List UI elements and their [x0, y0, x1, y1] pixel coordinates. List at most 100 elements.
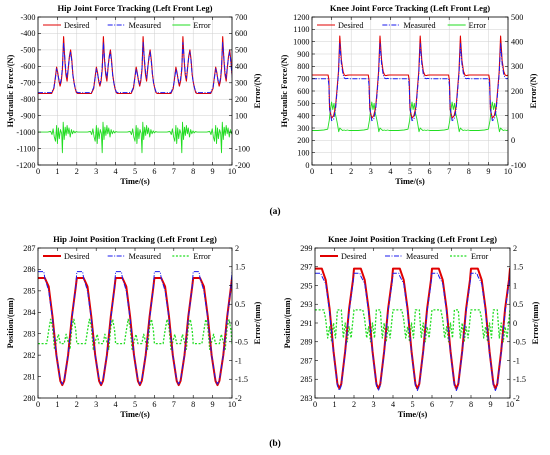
- x-tick-label: 9: [488, 400, 492, 409]
- x-axis-label: Time/(s): [120, 410, 150, 419]
- y-tick-label: -1200: [16, 161, 35, 170]
- series-measured-line: [315, 272, 510, 391]
- x-tick-label: 4: [388, 167, 392, 176]
- x-tick-label: 9: [486, 167, 490, 176]
- y-tick-label: -1100: [17, 144, 36, 153]
- subfigure-a-label: (a): [269, 206, 280, 217]
- x-tick-label: 2: [75, 400, 79, 409]
- x-tick-label: 2: [349, 167, 353, 176]
- y-tick-label: 500: [297, 99, 309, 108]
- series-measured-line: [38, 42, 232, 94]
- y-tick-label: 287: [23, 244, 35, 253]
- series-error-line: [38, 121, 232, 154]
- y2-tick-label: 500: [235, 46, 247, 55]
- x-tick-label: 5: [410, 400, 414, 409]
- y-tick-label: 600: [297, 87, 309, 96]
- x-tick-label: 0: [310, 167, 314, 176]
- legend: Desired Measured Error: [317, 21, 486, 30]
- legend-label-desired: Desired: [338, 21, 363, 30]
- series-desired-line: [38, 36, 232, 95]
- y-tick-label: 284: [23, 308, 35, 317]
- x-tick-label: 1: [332, 400, 336, 409]
- y2-tick-label: 0: [511, 136, 515, 145]
- legend-label-desired: Desired: [341, 252, 366, 261]
- y2-tick-label: -0.5: [235, 338, 248, 347]
- chart-title: Hip Joint Force Tracking (Left Front Leg…: [58, 3, 213, 13]
- x-tick-label: 3: [371, 400, 375, 409]
- y-tick-label: 291: [300, 319, 312, 328]
- y2-tick-label: -2: [235, 394, 242, 403]
- y2-tick-label: 200: [235, 95, 247, 104]
- x-tick-label: 9: [211, 400, 215, 409]
- y2-tick-label: 400: [511, 37, 523, 46]
- x-tick-label: 9: [211, 167, 215, 176]
- y-tick-label: 285: [23, 287, 35, 296]
- x-tick-label: 8: [467, 167, 471, 176]
- y2-tick-label: 300: [235, 79, 247, 88]
- y2-axis-label: Error/(mm): [531, 301, 540, 344]
- y2-tick-label: -2: [513, 394, 520, 403]
- y2-tick-label: 400: [235, 62, 247, 71]
- y2-tick-label: 500: [511, 13, 523, 22]
- y2-tick-label: 1: [513, 281, 517, 290]
- x-tick-label: 2: [352, 400, 356, 409]
- series-desired-line: [312, 35, 508, 119]
- y2-tick-label: -100: [511, 161, 526, 170]
- y2-tick-label: 2: [513, 244, 517, 253]
- y2-tick-label: -100: [235, 144, 250, 153]
- y2-tick-label: 0: [235, 319, 239, 328]
- y-tick-label: 289: [300, 338, 312, 347]
- y-tick-label: -500: [20, 46, 35, 55]
- y-tick-label: 900: [297, 50, 309, 59]
- x-tick-label: 10: [506, 400, 514, 409]
- x-tick-label: 8: [191, 400, 195, 409]
- y-axis-label: Hydraulic Force/(N): [6, 54, 15, 127]
- y2-tick-label: -200: [235, 161, 250, 170]
- y2-tick-label: 2: [235, 244, 239, 253]
- series-desired-line: [315, 267, 510, 390]
- y-tick-label: 280: [23, 394, 35, 403]
- y2-tick-label: 200: [511, 87, 523, 96]
- y-axis-label: Position/(mm): [283, 297, 292, 348]
- x-tick-label: 0: [313, 400, 317, 409]
- x-tick-label: 10: [228, 400, 236, 409]
- x-tick-label: 6: [152, 400, 156, 409]
- y-tick-label: 283: [23, 330, 35, 339]
- x-tick-label: 0: [36, 400, 40, 409]
- legend: Desired Measured Error: [43, 21, 211, 30]
- legend-label-error: Error: [469, 21, 487, 30]
- x-tick-label: 6: [428, 167, 432, 176]
- x-tick-label: 6: [152, 167, 156, 176]
- x-tick-label: 5: [133, 400, 137, 409]
- series-group: [38, 271, 232, 387]
- y2-tick-label: 1: [235, 281, 239, 290]
- x-axis-label: Time/(s): [398, 410, 428, 419]
- y-tick-label: 281: [23, 372, 35, 381]
- chart-title: Hip Joint Position Tracking (Left Front …: [53, 234, 217, 244]
- legend-label-measured: Measured: [406, 252, 438, 261]
- y2-tick-label: 0.5: [513, 300, 523, 309]
- x-tick-label: 7: [449, 400, 453, 409]
- x-tick-label: 4: [114, 167, 118, 176]
- y-tick-label: 400: [297, 111, 309, 120]
- y-tick-label: 300: [297, 124, 309, 133]
- x-tick-label: 8: [469, 400, 473, 409]
- y-tick-label: -700: [20, 79, 35, 88]
- y-tick-label: 1100: [293, 25, 309, 34]
- y-axis-label: Hydraulic Force/(N): [280, 54, 289, 127]
- y2-tick-label: -1: [513, 356, 520, 365]
- legend-label-error: Error: [471, 252, 489, 261]
- x-tick-label: 7: [172, 400, 176, 409]
- x-tick-label: 7: [447, 167, 451, 176]
- y2-tick-label: -1: [235, 356, 242, 365]
- x-tick-label: 3: [369, 167, 373, 176]
- x-tick-label: 1: [55, 400, 59, 409]
- y-tick-label: 295: [300, 281, 312, 290]
- y-tick-label: -1000: [16, 128, 35, 137]
- y-tick-label: 286: [23, 265, 35, 274]
- y-axis-label: Position/(mm): [6, 297, 15, 348]
- y-tick-label: 293: [300, 300, 312, 309]
- legend-label-error: Error: [193, 21, 211, 30]
- y2-tick-label: -1.5: [235, 375, 248, 384]
- x-tick-label: 5: [133, 167, 137, 176]
